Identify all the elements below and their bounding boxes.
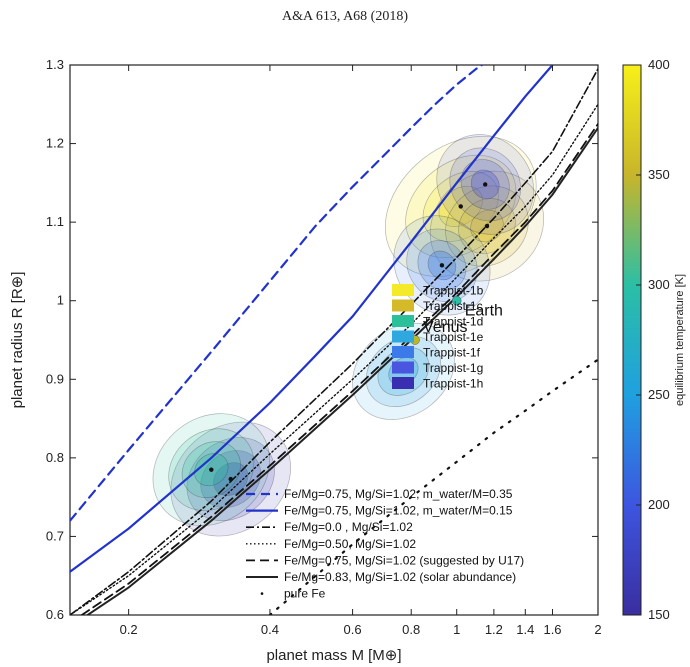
- colorbar-label: equilibrium temperature [K]: [674, 274, 686, 406]
- colorbar-tick-label: 200: [648, 497, 670, 512]
- legend-swatch: [392, 284, 414, 296]
- x-tick-label: 1: [453, 622, 460, 637]
- legend-entry-label: Trappist-1b: [423, 284, 484, 298]
- legend-entry-label: Fe/Mg=0.75, Mg/Si=1.02, m_water/M=0.35: [284, 487, 513, 501]
- legend-swatch: [392, 315, 414, 327]
- planet-point: [440, 263, 444, 267]
- colorbar-tick-label: 250: [648, 387, 670, 402]
- planet-point: [209, 467, 213, 471]
- planet-point: [459, 204, 463, 208]
- legend-swatch: [392, 362, 414, 374]
- x-tick-label: 2: [594, 622, 601, 637]
- colorbar-tick-label: 150: [648, 607, 670, 622]
- colorbar-tick-label: 350: [648, 167, 670, 182]
- legend-swatch: [392, 346, 414, 358]
- legend-entry-label: Fe/Mg=0.50, Mg/Si=1.02: [284, 537, 416, 551]
- y-tick-label: 1.1: [46, 214, 64, 229]
- y-tick-label: 0.9: [46, 371, 64, 386]
- y-tick-label: 1.2: [46, 136, 64, 151]
- legend-entry-label: Trappist-1h: [423, 377, 483, 391]
- legend-entry-label: pure Fe: [284, 587, 326, 601]
- y-tick-label: 1: [57, 293, 64, 308]
- planet-point: [483, 182, 487, 186]
- colorbar-tick-label: 300: [648, 277, 670, 292]
- legend-entry-label: Trappist-1e: [423, 330, 484, 344]
- legend-swatch: [392, 300, 414, 312]
- legend-entry-label: Fe/Mg=0.75, Mg/Si=1.02, m_water/M=0.15: [284, 504, 513, 518]
- x-tick-label: 0.2: [120, 622, 138, 637]
- colorbar: [623, 65, 641, 615]
- x-tick-label: 0.8: [402, 622, 420, 637]
- legend-entry-label: Fe/Mg=0.0 , Mg/Si=1.02: [284, 520, 413, 534]
- y-tick-label: 1.3: [46, 57, 64, 72]
- x-tick-label: 1.4: [516, 622, 534, 637]
- legend-line: [261, 592, 264, 595]
- y-tick-label: 0.6: [46, 607, 64, 622]
- x-tick-label: 0.4: [261, 622, 279, 637]
- legend-entry-label: Trappist-1g: [423, 361, 483, 375]
- y-tick-label: 0.8: [46, 450, 64, 465]
- x-tick-label: 1.6: [543, 622, 561, 637]
- legend-swatch: [392, 331, 414, 343]
- x-tick-label: 0.6: [344, 622, 362, 637]
- x-tick-label: 1.2: [485, 622, 503, 637]
- colorbar-tick-label: 400: [648, 57, 670, 72]
- x-axis-label: planet mass M [M⊕]: [266, 647, 401, 664]
- legend-entry-label: Fe/Mg=0.75, Mg/Si=1.02 (suggested by U17…: [284, 553, 524, 567]
- legend-entry-label: Fe/Mg=0.83, Mg/Si=1.02 (solar abundance): [284, 570, 516, 584]
- legend-swatch: [392, 377, 414, 389]
- y-tick-label: 0.7: [46, 528, 64, 543]
- legend-entry-label: Trappist-1c: [423, 299, 483, 313]
- planet-point: [229, 477, 233, 481]
- legend-entry-label: Trappist-1d: [423, 315, 483, 329]
- planet-point: [485, 224, 489, 228]
- y-axis-label: planet radius R [R⊕]: [9, 272, 26, 409]
- legend-entry-label: Trappist-1f: [423, 346, 481, 360]
